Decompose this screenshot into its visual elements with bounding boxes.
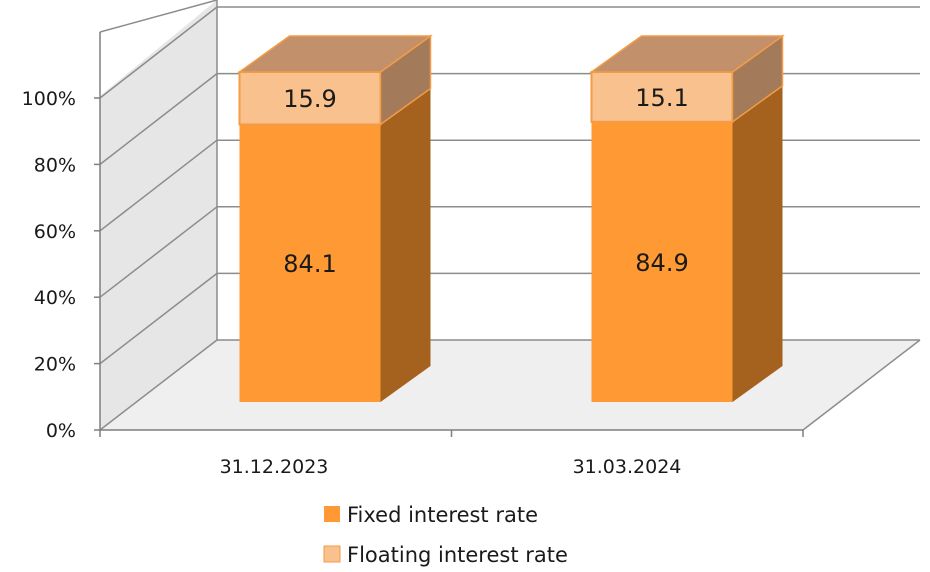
- chart-walls: [100, 0, 920, 430]
- data-label-fixed-2: 84.9: [635, 249, 688, 277]
- left-wall: [100, 0, 217, 430]
- legend-label-fixed: Fixed interest rate: [347, 503, 538, 527]
- y-tick-label: 40%: [34, 287, 76, 309]
- gridline-diagonal: [99, 139, 218, 232]
- floor: [100, 340, 920, 430]
- legend-swatch-floating: [323, 545, 341, 563]
- legend-label-floating: Floating interest rate: [347, 543, 568, 567]
- floor-edge: [802, 339, 921, 431]
- bar-fixed-side-1: [380, 88, 431, 402]
- wall-top-edge: [99, 0, 218, 33]
- y-tick-label: 60%: [34, 221, 76, 243]
- legend: Fixed interest rate Floating interest rat…: [323, 503, 568, 567]
- y-tick-label: 80%: [34, 154, 76, 176]
- bar-fixed-front-2: [591, 121, 733, 402]
- bar-fixed-front-1: [239, 124, 381, 402]
- bars: [237, 34, 785, 402]
- x-category-label: 31.12.2023: [220, 456, 329, 478]
- data-label-fixed-1: 84.1: [283, 250, 336, 278]
- x-category-label: 31.03.2024: [573, 456, 682, 478]
- bar-fixed-side-2: [732, 85, 783, 402]
- gridline-diagonal: [99, 339, 218, 431]
- y-tick-label: 0%: [46, 420, 76, 442]
- gridline-diagonal: [99, 73, 218, 165]
- y-tick-label: 100%: [22, 88, 76, 110]
- bar-top-2: [589, 35, 785, 73]
- bar-top-1: [237, 35, 433, 73]
- gridline-diagonal: [99, 272, 218, 365]
- data-label-floating-1: 15.9: [283, 85, 336, 113]
- axes: 0% 20% 40% 60% 80% 100% 31.12.2023 31.03.2024: [22, 32, 804, 478]
- data-labels: 84.1 15.9 84.9 15.1: [283, 84, 688, 278]
- gridline-diagonal: [99, 6, 218, 99]
- y-tick-label: 20%: [34, 354, 76, 376]
- gridline-diagonal: [99, 206, 218, 298]
- data-label-floating-2: 15.1: [635, 84, 688, 112]
- legend-swatch-fixed: [324, 506, 340, 522]
